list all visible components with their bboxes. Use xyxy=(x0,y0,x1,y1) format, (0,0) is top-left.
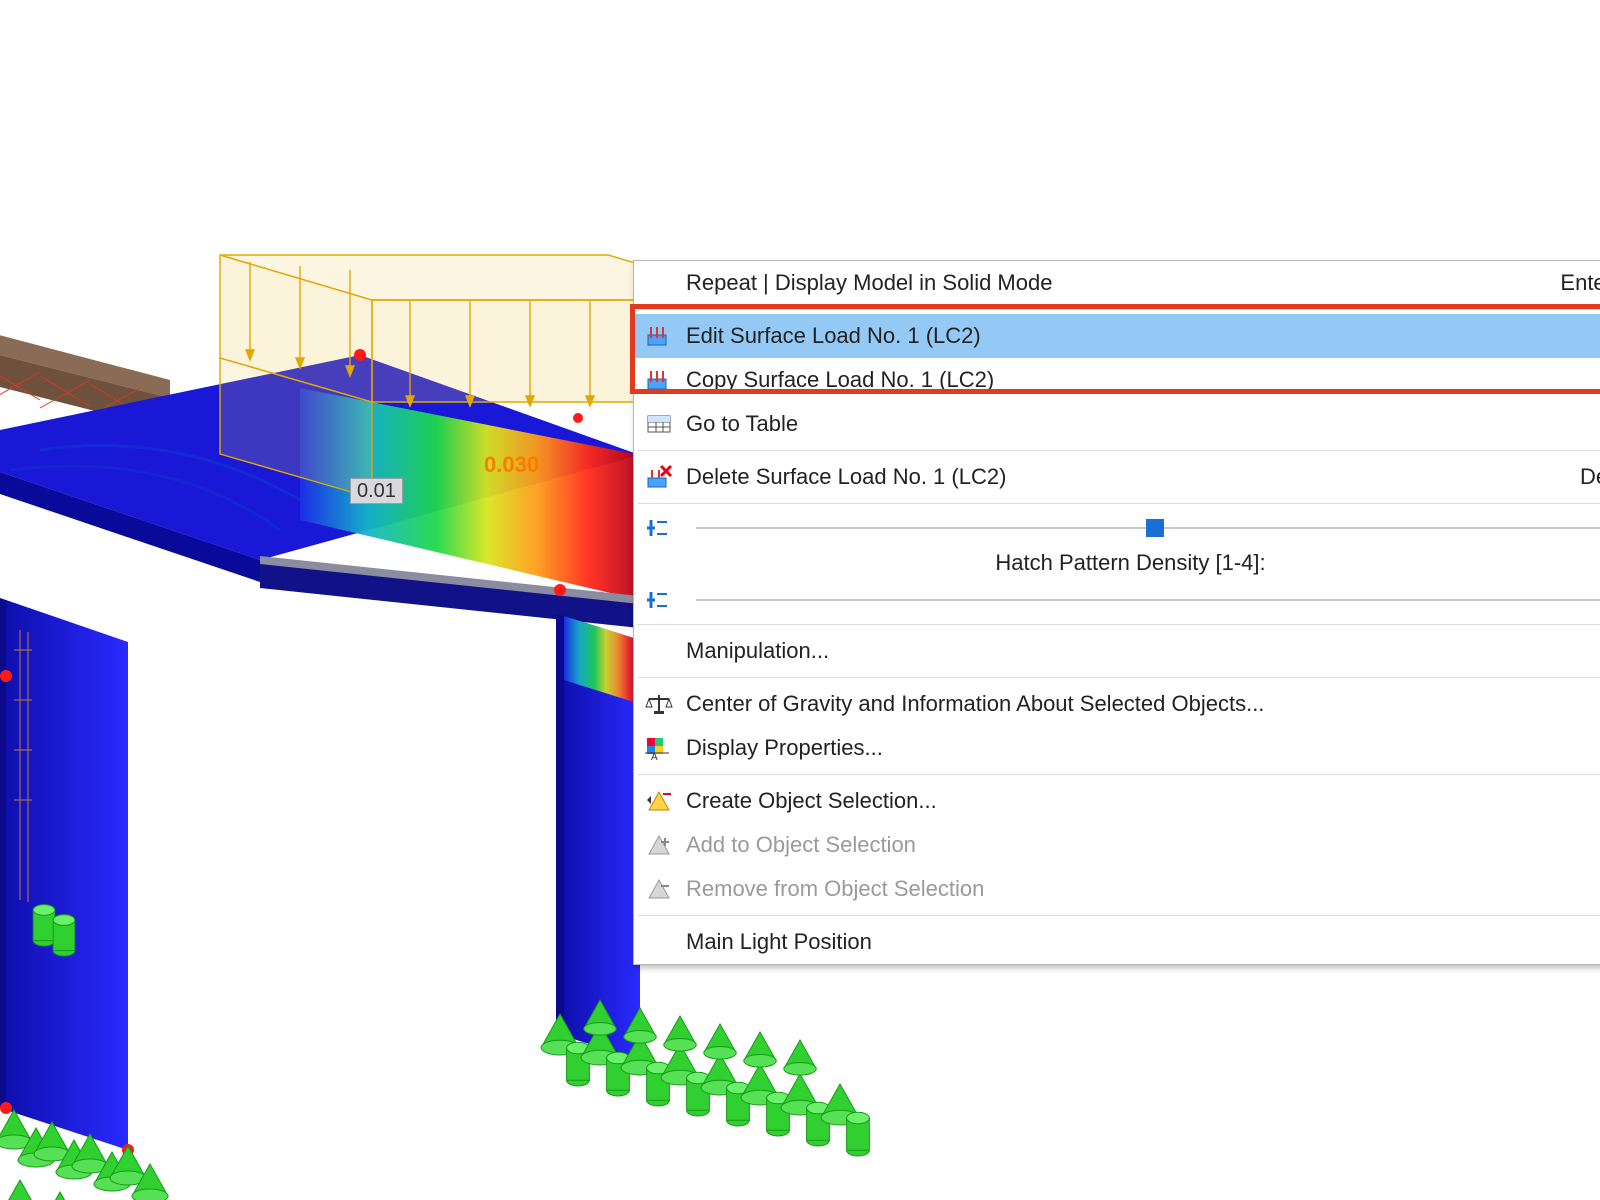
menu-item-label: Main Light Position xyxy=(686,929,1579,955)
menu-item: Remove from Object Selection xyxy=(634,867,1600,911)
menu-separator xyxy=(638,503,1600,504)
menu-item-label: Delete Surface Load No. 1 (LC2) xyxy=(686,464,1556,490)
menu-separator xyxy=(638,309,1600,310)
menu-separator xyxy=(638,774,1600,775)
sel-create-icon xyxy=(642,786,676,816)
copy-load-icon xyxy=(642,365,676,395)
menu-item[interactable]: Manipulation... xyxy=(634,629,1600,673)
slider-caption: Hatch Pattern Density [1-4]: xyxy=(634,548,1600,580)
menu-item-shortcut: Enter xyxy=(1560,270,1600,296)
density-slider[interactable] xyxy=(634,508,1600,548)
value-label-1: 0.01 xyxy=(350,478,403,504)
table-icon xyxy=(642,409,676,439)
menu-item[interactable]: Delete Surface Load No. 1 (LC2) Del xyxy=(634,455,1600,499)
density-slider[interactable] xyxy=(634,580,1600,620)
menu-separator xyxy=(638,450,1600,451)
menu-item: Add to Object Selection xyxy=(634,823,1600,867)
menu-item-label: Center of Gravity and Information About … xyxy=(686,691,1600,717)
none-icon xyxy=(642,268,676,298)
menu-item-label: Add to Object Selection xyxy=(686,832,1600,858)
density-icon xyxy=(642,585,676,615)
context-menu[interactable]: Repeat | Display Model in Solid Mode Ente… xyxy=(633,260,1600,965)
none-icon xyxy=(642,636,676,666)
menu-item-label: Display Properties... xyxy=(686,735,1600,761)
menu-item-label: Create Object Selection... xyxy=(686,788,1600,814)
display-props-icon: A xyxy=(642,733,676,763)
menu-item-label: Go to Table xyxy=(686,411,1600,437)
menu-item[interactable]: Repeat | Display Model in Solid Mode Ente… xyxy=(634,261,1600,305)
menu-item-shortcut: Del xyxy=(1580,464,1600,490)
left-wall xyxy=(0,596,128,1150)
menu-separator xyxy=(638,677,1600,678)
menu-item[interactable]: A Display Properties... xyxy=(634,726,1600,770)
menu-separator xyxy=(638,915,1600,916)
menu-item[interactable]: Go to Table xyxy=(634,402,1600,446)
menu-item-label: Repeat | Display Model in Solid Mode xyxy=(686,270,1536,296)
menu-item[interactable]: Copy Surface Load No. 1 (LC2) xyxy=(634,358,1600,402)
menu-item[interactable]: Create Object Selection... xyxy=(634,779,1600,823)
sel-add-icon xyxy=(642,830,676,860)
delete-load-icon xyxy=(642,462,676,492)
value-label-3: 0.030 xyxy=(484,452,539,478)
menu-item[interactable]: Center of Gravity and Information About … xyxy=(634,682,1600,726)
menu-item-label: Remove from Object Selection xyxy=(686,876,1600,902)
none-icon xyxy=(642,927,676,957)
menu-item-label: Edit Surface Load No. 1 (LC2) xyxy=(686,323,1600,349)
menu-separator xyxy=(638,624,1600,625)
density-icon xyxy=(642,513,676,543)
balance-icon xyxy=(642,689,676,719)
menu-item-label: Manipulation... xyxy=(686,638,1579,664)
slider-thumb[interactable] xyxy=(1146,519,1164,537)
menu-item[interactable]: Edit Surface Load No. 1 (LC2) xyxy=(634,314,1600,358)
menu-item-label: Copy Surface Load No. 1 (LC2) xyxy=(686,367,1600,393)
edit-load-icon xyxy=(642,321,676,351)
menu-item[interactable]: Main Light Position xyxy=(634,920,1600,964)
sel-remove-icon xyxy=(642,874,676,904)
